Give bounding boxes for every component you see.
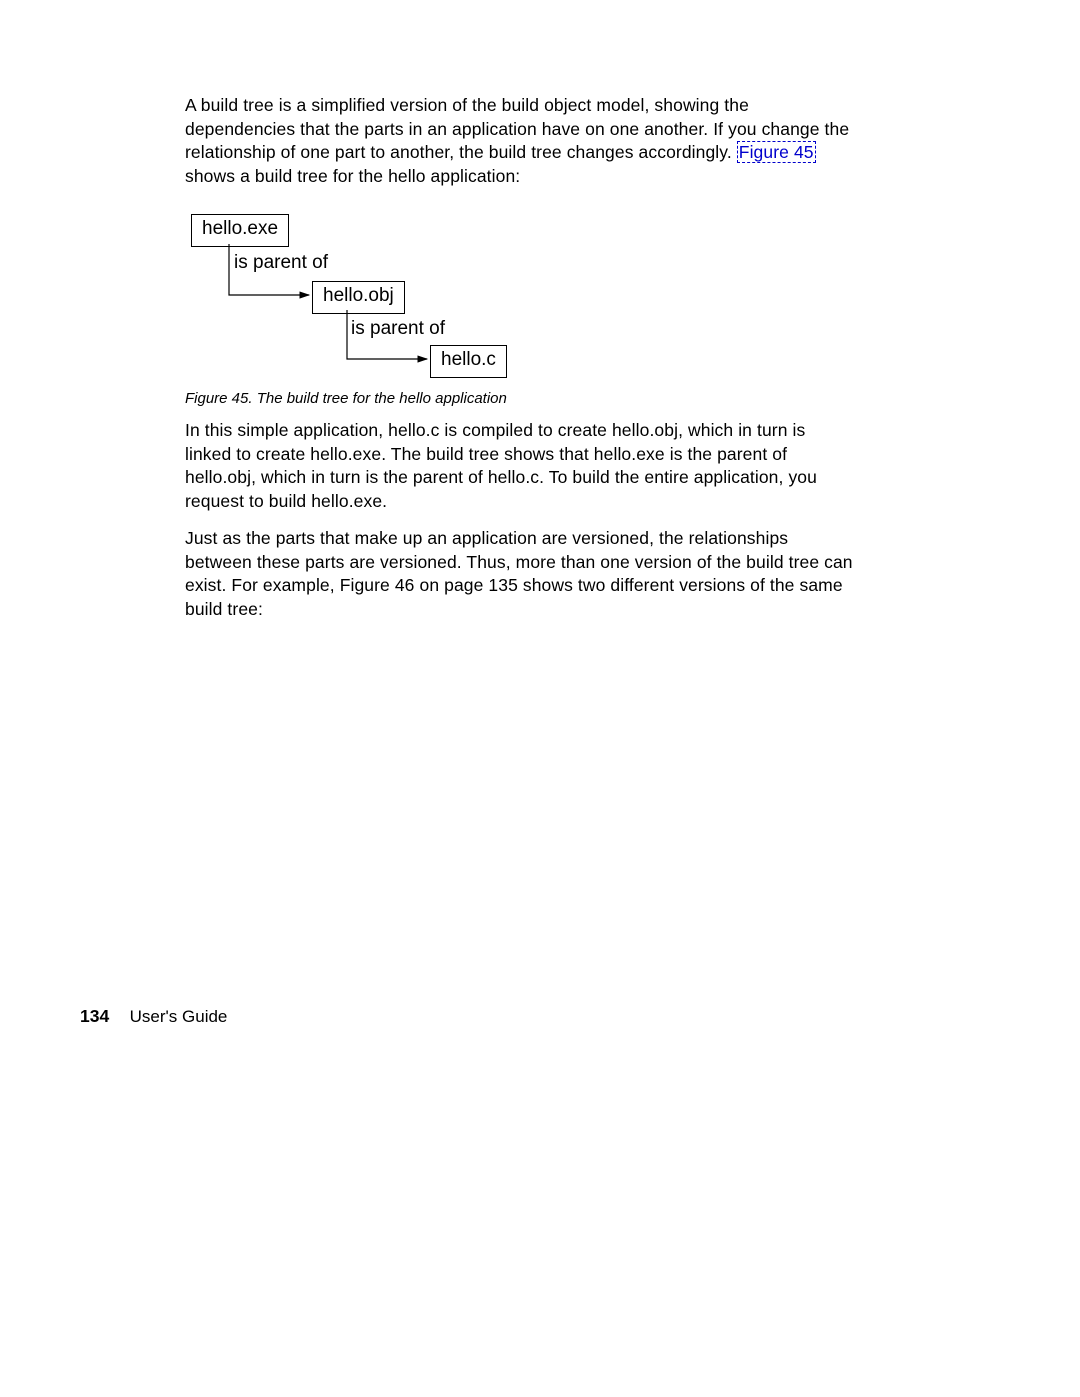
figure-45-link[interactable]: Figure 45 <box>737 141 816 163</box>
figure-caption: Figure 45. The build tree for the hello … <box>185 390 507 407</box>
page: A build tree is a simplified version of … <box>0 0 1080 1397</box>
paragraph-3: Just as the parts that make up an applic… <box>185 527 855 622</box>
diagram-connectors <box>185 210 585 380</box>
page-number: 134 <box>80 1006 109 1026</box>
build-tree-diagram: hello.exe is parent of hello.obj is pare… <box>185 210 585 380</box>
paragraph-1: A build tree is a simplified version of … <box>185 94 855 189</box>
page-footer: 134 User's Guide <box>80 1006 227 1027</box>
paragraph-2: In this simple application, hello.c is c… <box>185 419 855 514</box>
para1-text-b: shows a build tree for the hello applica… <box>185 166 520 186</box>
footer-title: User's Guide <box>130 1007 228 1026</box>
